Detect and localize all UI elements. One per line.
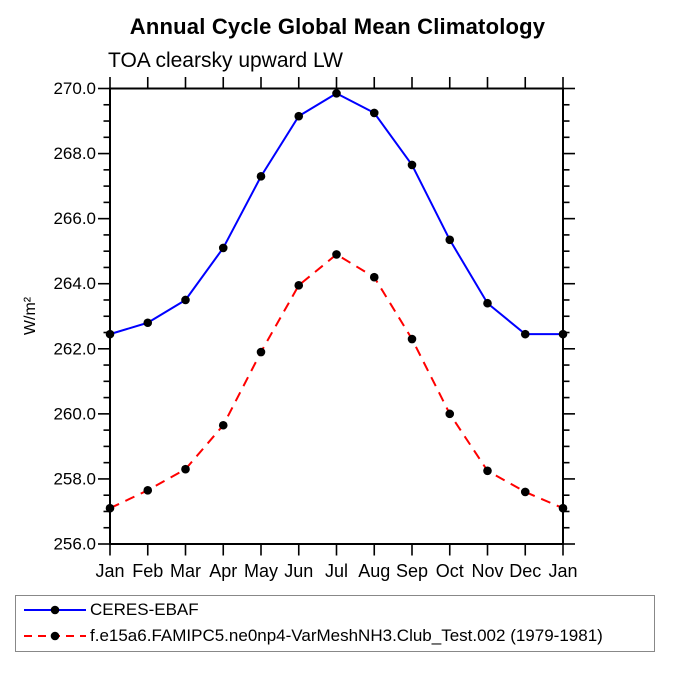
data-point-marker [143,486,153,495]
x-tick-label: Jan [95,561,124,581]
data-point-marker [558,329,568,339]
data-point-marker [407,334,417,344]
y-tick-label: 256.0 [53,534,96,553]
data-point-marker [369,272,379,282]
x-tick-label: Aug [358,561,390,581]
data-point-marker [143,318,153,328]
data-point-marker [445,235,455,245]
data-point-marker [256,347,266,357]
chart-subtitle: TOA clearsky upward LW [108,49,343,72]
data-point-marker [407,160,417,170]
x-tick-label: Sep [396,561,428,581]
data-point-marker [369,108,379,118]
legend-line-sample [24,605,86,615]
data-point-marker [105,503,115,513]
data-point-marker [294,281,304,290]
x-tick-label: Jun [284,561,313,581]
x-tick-label: Dec [509,561,541,581]
plot-box [109,87,564,545]
legend-label: CERES-EBAF [90,600,199,619]
data-point-marker [520,487,530,497]
x-tick-label: Nov [471,561,503,581]
data-point-marker [181,464,190,474]
data-point-marker [520,329,530,339]
x-tick-label: Feb [132,561,163,581]
data-point-marker [483,298,492,308]
legend-entry-0: CERES-EBAF [16,597,654,623]
y-tick-label: 270.0 [53,79,96,98]
data-point-marker [181,295,190,305]
legend-entry-1: f.e15a6.FAMIPC5.ne0np4-VarMeshNH3.Club_T… [16,623,654,649]
y-tick-label: 260.0 [53,404,96,423]
y-tick-label: 262.0 [53,339,96,358]
legend: CERES-EBAF f.e15a6.FAMIPC5.ne0np4-VarMesh… [15,595,655,652]
x-tick-label: Jul [325,561,348,581]
y-tick-label: 266.0 [53,209,96,228]
data-point-marker [332,89,341,98]
data-point-marker [256,172,266,181]
data-point-marker [558,503,568,513]
data-point-marker [218,243,228,253]
y-tick-label: 258.0 [53,469,96,488]
series-line-0 [109,92,563,336]
x-tick-label: Apr [209,561,237,581]
y-tick-label: 268.0 [53,144,96,163]
data-point-marker [218,420,228,430]
legend-marker-icon [50,605,60,615]
data-point-marker [483,466,492,476]
series-line-1 [109,253,564,510]
x-tick-label: Jan [548,561,577,581]
y-tick-label: 264.0 [53,274,96,293]
legend-label: f.e15a6.FAMIPC5.ne0np4-VarMeshNH3.Club_T… [90,626,603,645]
x-tick-label: Mar [170,561,201,581]
x-tick-label: Oct [436,561,464,581]
legend-marker-icon [50,631,60,641]
x-tick-label: May [244,561,278,581]
legend-line-sample [24,631,86,641]
data-point-marker [332,250,341,259]
data-point-marker [105,329,115,339]
data-point-marker [445,409,455,419]
data-point-marker [294,111,304,121]
chart-title: Annual Cycle Global Mean Climatology [129,14,546,39]
